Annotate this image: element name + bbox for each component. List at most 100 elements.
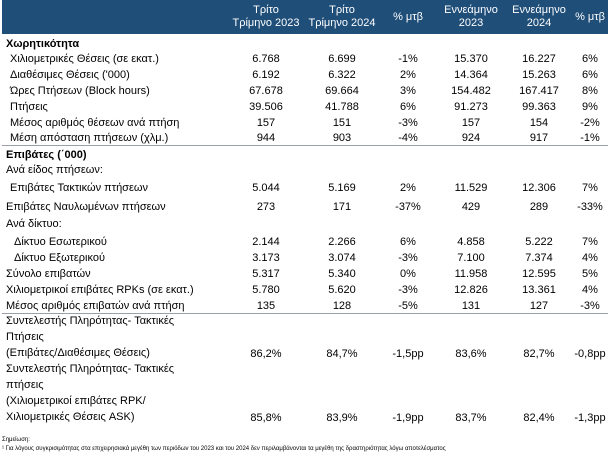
notes-title: Σημείωση: [2,437,30,443]
cell-yoy-9m: 6% [582,69,598,81]
row-label: Ανά είδος πτήσεων: [6,164,103,176]
cell-yoy-9m: -2% [580,117,600,129]
cell-q3-2023: 86,2% [250,348,282,360]
cell-9m-2023: 91.273 [454,101,488,113]
cell-9m-2024: 7.374 [525,252,553,264]
header-blank [2,0,228,34]
table-row: Επιβάτες Ναυλωμένων πτήσεων 273 171 -37%… [2,195,608,214]
cell-q3-2024: 83,9% [326,412,358,424]
cell-yoy-q3: 3% [400,85,416,97]
table-row-load-factor-2: Συντελεστής Πληρότητας- Τακτικές πτήσεις… [2,361,608,425]
row-label: Δίκτυο Εσωτερικού [14,236,107,248]
cell-yoy-q3: -37% [395,201,421,213]
cell-q3-2023: 2.144 [252,236,280,248]
section-row-capacity: Χωρητικότητα [2,34,608,51]
cell-9m-2024: 917 [529,132,549,144]
cell-yoy-9m: -0,8pp [574,348,606,360]
row-label: Ώρες Πτήσεων (Block hours) [10,85,150,97]
cell-9m-2023: 12.826 [454,284,488,296]
header-q3-2024-line2: Τρίμηνο 2024 [308,17,376,29]
cell-9m-2023: 7.100 [457,252,485,264]
subsection-row: Ανά δίκτυο: [2,214,608,231]
table-row: Δίκτυο Εξωτερικού 3.173 3.074 -3% 7.100 … [2,249,608,265]
cell-9m-2024: 5.222 [525,236,553,248]
row-label: Χιλιομετρικοί επιβάτες RPKs (σε εκατ.) [6,284,194,296]
row-label-line: (Χιλιομετρικοί επιβάτες RPK/ [6,395,146,407]
cell-q3-2024: 5.620 [328,284,356,296]
cell-9m-2023: 4.858 [457,236,485,248]
table-row: Μέσος αριθμός θέσεων ανά πτήση 157 151 -… [2,114,608,130]
cell-q3-2024: 128 [332,300,352,312]
header-yoy-q3: % μτβ [380,0,436,34]
table-row: Μέσος αριθμός επιβατών ανά πτήση 135 128… [2,297,608,313]
cell-yoy-q3: -1,9pp [392,412,424,424]
row-label: Σύνολο επιβατών [6,268,91,280]
cell-9m-2024: 16.227 [522,53,556,65]
notes-text: ¹ Για λόγους συγκρισιμότητας στα επιχειρ… [2,446,446,452]
header-q3-2023-line2: Τρίμηνο 2023 [232,17,300,29]
table-row: Χιλιομετρικές Θέσεις (σε εκατ.) 6.768 6.… [2,51,608,66]
cell-yoy-q3: -5% [398,300,418,312]
table-row-load-factor-1: Συντελεστής Πληρότητας- Τακτικές Πτήσεις… [2,313,608,361]
cell-yoy-9m: 8% [582,85,598,97]
table-row: Μέση απόσταση πτήσεων (χλμ.) 944 903 -4%… [2,130,608,145]
cell-q3-2023: 6.192 [252,69,280,81]
cell-9m-2023: 83,7% [455,412,487,424]
cell-q3-2023: 5.044 [252,182,280,194]
cell-yoy-q3: 0% [400,268,416,280]
cell-q3-2024: 6.322 [328,69,356,81]
cell-yoy-9m: -33% [577,201,603,213]
row-label: Χιλιομετρικές Θέσεις (σε εκατ.) [10,53,159,65]
header-yoy-9m-label: % μτβ [575,10,605,23]
cell-yoy-9m: -1,3pp [574,412,606,424]
section-row-passengers: Επιβάτες (΄000) [2,145,608,162]
cell-q3-2023: 135 [256,300,276,312]
cell-9m-2023: 131 [461,300,481,312]
cell-yoy-9m: 7% [582,182,598,194]
cell-q3-2024: 41.788 [325,101,359,113]
footnotes: Σημείωση: ¹ Για λόγους συγκρισιμότητας σ… [2,436,446,454]
header-yoy-q3-label: % μτβ [393,10,423,23]
row-label: Επιβάτες Ναυλωμένων πτήσεων [6,201,166,213]
row-label-multiline: Συντελεστής Πληρότητας- Τακτικές Πτήσεις… [2,313,228,361]
cell-q3-2023: 85,8% [250,412,282,424]
cell-yoy-9m: 7% [582,236,598,248]
row-label: Μέσος αριθμός επιβατών ανά πτήση [6,300,185,312]
cell-yoy-q3: 6% [400,101,416,113]
cell-yoy-q3: 2% [400,182,416,194]
table-row: Χιλιομετρικοί επιβάτες RPKs (σε εκατ.) 5… [2,281,608,297]
cell-q3-2024: 5.340 [328,268,356,280]
row-label-line: Χιλιομετρικές Θέσεις ASK) [6,411,135,423]
cell-9m-2024: 289 [529,201,549,213]
cell-yoy-q3: -4% [398,132,418,144]
cell-9m-2024: 13.361 [522,284,556,296]
header-q3-2024-line1: Τρίτο [329,4,355,16]
cell-9m-2024: 99.363 [522,101,556,113]
cell-yoy-q3: -1,5pp [392,348,424,360]
cell-yoy-9m: 5% [582,268,598,280]
cell-9m-2023: 157 [461,117,481,129]
row-label: Χωρητικότητα [6,38,80,50]
table-row: Επιβάτες Τακτικών πτήσεων 5.044 5.169 2%… [2,177,608,195]
cell-q3-2023: 157 [256,117,276,129]
header-yoy-9m: % μτβ [572,0,608,34]
cell-q3-2023: 67.678 [249,85,283,97]
cell-yoy-9m: 4% [582,252,598,264]
row-label-multiline: Συντελεστής Πληρότητας- Τακτικές πτήσεις… [2,361,228,425]
table-row: Δίκτυο Εσωτερικού 2.144 2.266 6% 4.858 5… [2,231,608,249]
table-header: Τρίτο Τρίμηνο 2023 Τρίτο Τρίμηνο 2024 % … [2,0,608,34]
header-9m-2024: Εννεάμηνο 2024 [506,0,572,34]
cell-yoy-9m: -3% [580,300,600,312]
subsection-row: Ανά είδος πτήσεων: [2,162,608,177]
cell-q3-2023: 3.173 [252,252,280,264]
cell-9m-2023: 924 [461,132,481,144]
header-9m-2023-line1: Εννεάμηνο [444,4,498,16]
cell-q3-2023: 5.780 [252,284,280,296]
cell-yoy-9m: -1% [580,132,600,144]
cell-9m-2024: 15.263 [522,69,556,81]
row-label-line: (Επιβάτες/Διαθέσιμες Θέσεις) [6,347,150,359]
cell-q3-2023: 6.768 [252,53,280,65]
cell-9m-2024: 82,4% [523,412,555,424]
cell-9m-2024: 154 [529,117,549,129]
cell-yoy-9m: 4% [582,284,598,296]
